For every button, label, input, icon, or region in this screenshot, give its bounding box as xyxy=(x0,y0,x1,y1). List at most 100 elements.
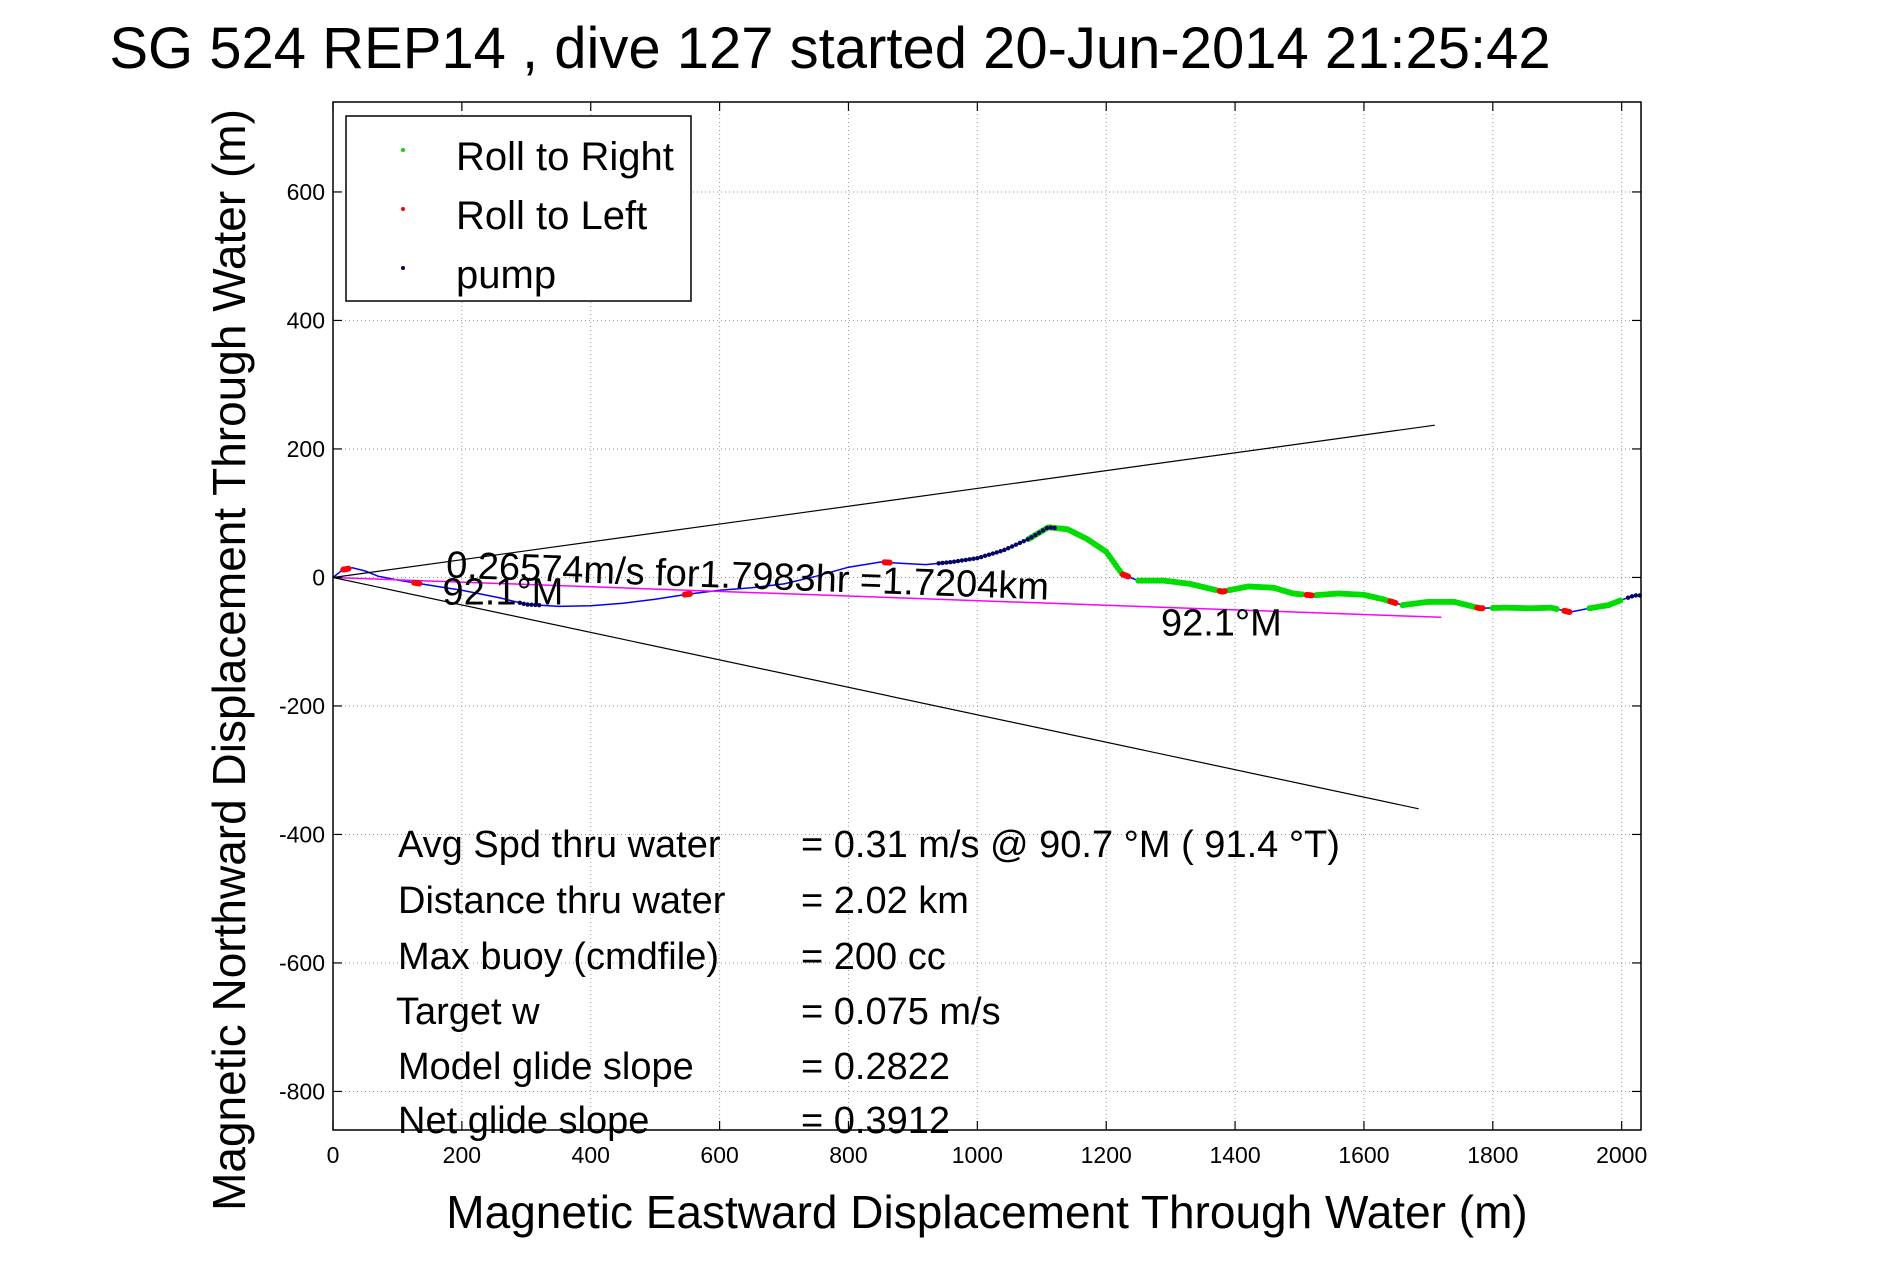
legend-label-pump: pump xyxy=(456,253,556,297)
roll-left-point xyxy=(1479,605,1486,612)
pump-point xyxy=(1002,547,1007,553)
pump-point xyxy=(1052,525,1057,531)
pump-point xyxy=(994,550,999,555)
pump-point xyxy=(979,554,984,560)
pump-point xyxy=(998,549,1003,554)
pump-point xyxy=(1633,593,1639,598)
y-tick-label: 400 xyxy=(287,307,325,333)
x-tick-label: 400 xyxy=(572,1142,610,1168)
y-tick-label: 200 xyxy=(287,436,325,462)
roll-left-point xyxy=(345,565,352,572)
roll-left-point xyxy=(416,580,423,587)
x-tick-label: 1000 xyxy=(952,1142,1003,1168)
x-tick-label: 1600 xyxy=(1338,1142,1389,1168)
pump-point xyxy=(1629,594,1635,599)
series-line-cone-upper xyxy=(332,424,1435,579)
series-line-course xyxy=(332,576,1442,619)
pump-point xyxy=(948,559,953,565)
pump-point xyxy=(967,557,972,562)
plot-frame xyxy=(332,101,1642,1131)
y-tick-label: 0 xyxy=(312,564,325,590)
pump-point xyxy=(521,601,526,606)
pump-point xyxy=(959,558,965,563)
markers-group xyxy=(340,524,1642,615)
pump-point xyxy=(951,559,957,564)
pump-point xyxy=(1048,525,1053,530)
x-tick-label: 200 xyxy=(443,1142,481,1168)
pump-point xyxy=(944,560,949,565)
stat-value-distance: = 2.02 km xyxy=(801,880,969,922)
y-axis-label: Magnetic Northward Displacement Through … xyxy=(203,109,255,1211)
legend-label-roll-left: Roll to Left xyxy=(456,194,647,238)
y-tick-label: -200 xyxy=(279,693,325,719)
x-tick-label: 1800 xyxy=(1467,1142,1518,1168)
pump-point xyxy=(1044,525,1050,531)
x-axis-label: Magnetic Eastward Displacement Through W… xyxy=(446,1186,1527,1238)
stat-label-model-glide: Model glide slope xyxy=(398,1046,694,1088)
pump-point xyxy=(1021,539,1026,544)
stat-label-distance: Distance thru water xyxy=(398,880,726,922)
stat-value-avg-speed: = 0.31 m/s @ 90.7 °M ( 91.4 °T) xyxy=(801,824,1340,866)
roll-right-point xyxy=(1617,597,1624,604)
roll-right-point xyxy=(1553,605,1560,612)
legend-label-roll-right: Roll to Right xyxy=(456,135,674,179)
stat-value-net-glide: = 0.3912 xyxy=(801,1100,950,1142)
y-tick-label: -600 xyxy=(279,950,325,976)
pump-point xyxy=(1033,532,1038,538)
pump-point xyxy=(1013,542,1019,547)
pump-point xyxy=(1006,545,1011,551)
stat-value-model-glide: = 0.2822 xyxy=(801,1046,950,1088)
y-tick-label: -800 xyxy=(279,1078,325,1104)
stat-label-avg-speed: Avg Spd thru water xyxy=(398,824,721,866)
y-tick-label: 600 xyxy=(287,179,325,205)
pump-point xyxy=(940,560,945,566)
roll-right-point xyxy=(1299,591,1306,598)
pump-point xyxy=(1036,530,1042,535)
pump-point xyxy=(533,602,538,608)
stats-block: Avg Spd thru water = 0.31 m/s @ 90.7 °M … xyxy=(396,824,1340,1142)
x-tick-label: 1200 xyxy=(1081,1142,1132,1168)
pump-point xyxy=(1009,544,1015,549)
x-tick-label: 0 xyxy=(327,1142,340,1168)
x-tick-label: 600 xyxy=(700,1142,738,1168)
legend-marker-pump xyxy=(401,266,405,270)
legend-marker-roll-right xyxy=(401,148,405,152)
pump-point xyxy=(1017,540,1023,546)
pump-point xyxy=(936,561,941,566)
stat-value-target-w: = 0.075 m/s xyxy=(801,991,1001,1033)
chart-title: SG 524 REP14 , dive 127 started 20-Jun-2… xyxy=(109,16,1550,81)
pump-point xyxy=(536,603,542,608)
pump-point xyxy=(1029,535,1034,540)
legend: Roll to Right Roll to Left pump xyxy=(345,115,692,302)
x-tick-label: 2000 xyxy=(1596,1142,1647,1168)
roll-left-point xyxy=(886,559,893,566)
pump-point xyxy=(986,552,992,557)
pump-point xyxy=(517,600,523,606)
pump-point xyxy=(1625,595,1631,600)
x-tick-label: 1400 xyxy=(1209,1142,1260,1168)
pump-point xyxy=(975,555,980,561)
stat-label-net-glide: Net glide slope xyxy=(398,1100,649,1142)
roll-left-point xyxy=(1308,592,1315,599)
pump-point xyxy=(990,551,995,556)
stat-label-max-buoy: Max buoy (cmdfile) xyxy=(398,936,719,978)
stat-value-max-buoy: = 200 cc xyxy=(801,936,946,978)
annotation-1: 92.1°M xyxy=(443,571,564,613)
annotation-2: 92.1°M xyxy=(1161,602,1282,644)
pump-point xyxy=(982,553,988,559)
pump-point xyxy=(529,602,534,607)
roll-left-point xyxy=(1566,608,1573,615)
pump-point xyxy=(525,602,530,607)
ticks-group: 0 200 400 600 800 1000 1200 1400 1600 1800 2000-80… xyxy=(279,102,1647,1168)
series-line-cone-lower xyxy=(332,576,1419,810)
pump-point xyxy=(1040,528,1046,533)
y-tick-label: -400 xyxy=(279,821,325,847)
legend-marker-roll-left xyxy=(401,207,405,211)
pump-point xyxy=(971,556,976,561)
pump-point xyxy=(1025,537,1030,542)
pump-point xyxy=(955,558,961,564)
roll-left-point xyxy=(1221,588,1228,595)
roll-left-point xyxy=(1392,599,1399,606)
